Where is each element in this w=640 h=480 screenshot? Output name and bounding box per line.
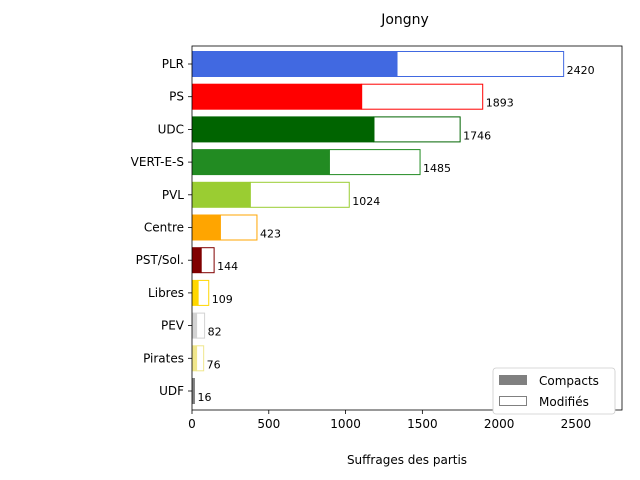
bar-compacts-pirates	[192, 345, 197, 372]
value-label-vert-e-s: 1485	[423, 162, 451, 175]
x-axis-ticks: 0 500 1000 1500 2000 2500	[188, 410, 591, 431]
x-axis-label: Suffrages des partis	[347, 453, 467, 467]
value-label-pev: 82	[208, 326, 222, 339]
x-tick-label-0: 0	[188, 417, 196, 431]
bar-modifies-udc	[373, 116, 461, 143]
value-label-pvl: 1024	[352, 195, 380, 208]
value-label-ps: 1893	[486, 97, 514, 110]
x-tick-label-1000: 1000	[330, 417, 361, 431]
bar-modifies-vert-e-s	[328, 149, 421, 176]
y-tick-label-udf: UDF	[159, 384, 184, 398]
bar-compacts-udc	[192, 116, 374, 143]
y-tick-label-centre: Centre	[144, 221, 184, 235]
bar-modifies-pvl	[249, 181, 350, 208]
x-tick-label-1500: 1500	[407, 417, 438, 431]
y-tick-label-pev: PEV	[161, 319, 185, 333]
plot-frame	[191, 45, 623, 411]
y-tick-label-pvl: PVL	[162, 188, 184, 202]
bar-modifies-libres	[197, 279, 210, 306]
x-tick-label-2000: 2000	[484, 417, 515, 431]
bar-modifies-udf	[193, 378, 195, 404]
x-tick-label-2500: 2500	[561, 417, 592, 431]
bar-compacts-vert-e-s	[192, 149, 330, 176]
value-label-udf: 16	[197, 391, 211, 404]
x-tick-label-500: 500	[257, 417, 280, 431]
bar-compacts-centre	[192, 214, 221, 241]
value-label-udc: 1746	[463, 129, 491, 142]
y-tick-label-pst-sol: PST/Sol.	[136, 253, 184, 267]
value-label-pst-sol: 144	[217, 260, 238, 273]
legend-label-compacts: Compacts	[539, 374, 599, 388]
legend-swatch-modifies	[499, 396, 527, 406]
value-label-pirates: 76	[207, 358, 221, 371]
y-tick-label-pirates: Pirates	[143, 351, 184, 365]
y-tick-label-plr: PLR	[162, 57, 184, 71]
y-tick-label-vert-e-s: VERT-E-S	[131, 155, 184, 169]
bar-compacts-pvl	[192, 181, 251, 208]
bar-modifies-centre	[219, 214, 258, 241]
legend-swatch-compacts	[499, 375, 527, 385]
value-label-centre: 423	[260, 228, 281, 241]
value-label-libres: 109	[212, 293, 233, 306]
bar-compacts-pst-sol	[192, 247, 202, 274]
bar-modifies-plr	[396, 51, 565, 77]
y-axis-ticks: PLR PS UDC VERT-E-S PVL Centre PST/Sol. Libres P…	[131, 57, 192, 398]
bar-modifies-pst-sol	[200, 247, 215, 274]
y-tick-label-ps: PS	[169, 90, 184, 104]
legend-label-modifies: Modifiés	[539, 395, 589, 409]
bar-modifies-ps	[361, 83, 484, 110]
bar-modifies-pev	[196, 312, 206, 339]
bar-compacts-pev	[192, 312, 197, 339]
y-tick-label-libres: Libres	[148, 286, 184, 300]
y-tick-label-udc: UDC	[158, 122, 184, 136]
value-label-plr: 2420	[567, 64, 595, 77]
bar-modifies-pirates	[196, 345, 205, 372]
bar-compacts-libres	[192, 279, 199, 306]
bar-compacts-ps	[192, 83, 362, 110]
bar-compacts-udf	[192, 378, 194, 404]
bars-layer: 2420 1893 1746 1485 1024 423 144 109 82 76 16	[192, 51, 595, 404]
legend: Compacts Modifiés	[492, 367, 616, 415]
chart-title: Jongny	[380, 12, 429, 28]
bar-compacts-plr	[192, 51, 398, 77]
